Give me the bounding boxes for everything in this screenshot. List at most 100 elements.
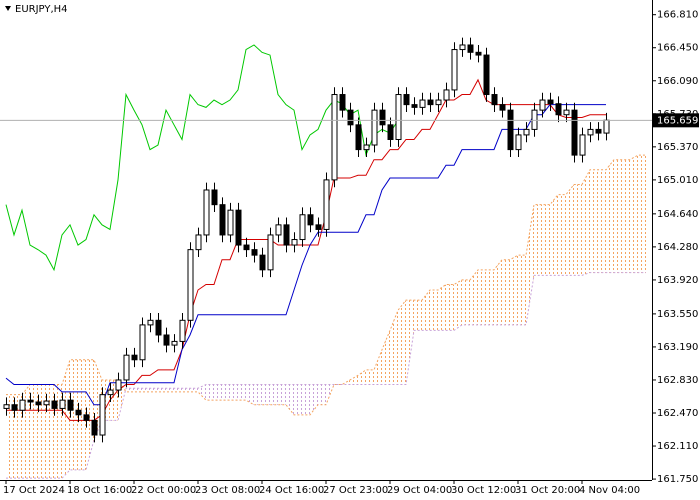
candle-body: [331, 94, 338, 181]
candle-body: [51, 400, 58, 409]
cloud-fill: [246, 384, 254, 405]
cloud-fill: [270, 384, 278, 405]
cloud-fill: [174, 388, 182, 392]
candle-body: [275, 224, 282, 236]
cloud-fill: [86, 359, 94, 470]
candle-body: [451, 49, 458, 91]
candle-body: [19, 399, 26, 411]
candle-body: [99, 394, 106, 436]
candle-body: [475, 51, 482, 56]
candle-body: [435, 99, 442, 106]
candle-body: [459, 44, 466, 51]
cloud-fill: [590, 169, 598, 273]
cloud-fill: [262, 384, 270, 405]
x-tick-label: 23 Oct 08:00: [195, 485, 260, 496]
cloud-fill: [390, 310, 398, 385]
cloud-fill: [566, 184, 574, 276]
plot-area: [0, 37, 652, 479]
candle-body: [3, 404, 10, 409]
x-tick-label: 27 Oct 23:00: [323, 485, 388, 496]
cloud-fill: [38, 384, 46, 479]
cloud-fill: [62, 359, 70, 479]
candle-body: [483, 54, 490, 96]
cloud-fill: [142, 388, 150, 392]
cloud-fill: [46, 384, 54, 479]
candle-body: [379, 109, 386, 126]
cloud-fill: [182, 388, 190, 392]
cloud-fill: [486, 269, 494, 325]
cloud-fill: [54, 384, 62, 479]
candle-body: [171, 340, 178, 346]
symbol-icon: [5, 6, 11, 11]
candle-body: [515, 134, 522, 151]
candle-body: [59, 399, 66, 409]
candle-body: [35, 401, 42, 406]
candle-body: [187, 249, 194, 321]
candle-body: [307, 214, 314, 226]
span-a-line: [6, 154, 646, 416]
candle-body: [139, 324, 146, 361]
candle-body: [11, 404, 18, 411]
candle-body: [83, 414, 90, 421]
cloud-fill: [398, 300, 406, 385]
cloud-fill: [374, 349, 382, 385]
x-tick-label: 30 Oct 12:00: [451, 485, 516, 496]
candle-body: [355, 124, 362, 151]
y-tick-label: 166.090: [657, 76, 698, 87]
cloud-fill: [70, 359, 78, 470]
cloud-fill: [478, 269, 486, 325]
candle-body: [395, 94, 402, 141]
y-tick-label: 164.640: [657, 209, 698, 220]
y-tick-label: 163.550: [657, 309, 698, 320]
cloud-fill: [350, 375, 358, 385]
candle-body: [195, 234, 202, 251]
last-price-tag: [653, 113, 699, 128]
cloud-fill: [358, 369, 366, 385]
candle-body: [27, 399, 34, 403]
candle-body: [443, 89, 450, 101]
y-tick-label: 161.750: [657, 474, 698, 485]
candle-body: [75, 409, 82, 416]
cloud-fill: [22, 384, 30, 479]
y-tick-label: 163.190: [657, 342, 698, 353]
candle-body: [499, 104, 506, 111]
candle-body: [563, 109, 570, 116]
cloud-fill: [558, 194, 566, 276]
cloud-fill: [470, 269, 478, 325]
y-tick-label: 165.010: [657, 175, 698, 186]
candle-body: [347, 109, 354, 126]
candle-body: [43, 400, 50, 406]
cloud-fill: [406, 300, 414, 385]
candle-body: [243, 244, 250, 251]
candle-body: [427, 99, 434, 106]
candle-body: [115, 379, 122, 391]
cloud-fill: [286, 384, 294, 415]
candle-body: [203, 189, 210, 236]
candle-body: [91, 419, 98, 436]
cloud-fill: [510, 255, 518, 325]
cloud-fill: [214, 384, 222, 401]
candle-body: [419, 99, 426, 108]
x-tick-label: 22 Oct 00:00: [131, 485, 196, 496]
x-tick-label: 31 Oct 20:00: [515, 485, 580, 496]
candle-body: [107, 389, 114, 396]
x-tick-label: 18 Oct 16:00: [67, 485, 132, 496]
cloud-fill: [254, 384, 262, 405]
cloud-fill: [414, 300, 422, 331]
cloud-fill: [382, 330, 390, 385]
cloud-fill: [526, 204, 534, 325]
candle-body: [523, 128, 530, 136]
candle-body: [491, 94, 498, 106]
candle-body: [259, 254, 266, 271]
cloud-fill: [438, 284, 446, 331]
cloud-fill: [454, 279, 462, 331]
cloud-fill: [462, 279, 470, 325]
cloud-fill: [6, 394, 14, 479]
cloud-fill: [206, 384, 214, 401]
cloud-fill: [550, 194, 558, 276]
cloud-fill: [198, 384, 206, 401]
cloud-fill: [574, 184, 582, 276]
candle-body: [467, 44, 474, 53]
cloud-fill: [518, 255, 526, 325]
